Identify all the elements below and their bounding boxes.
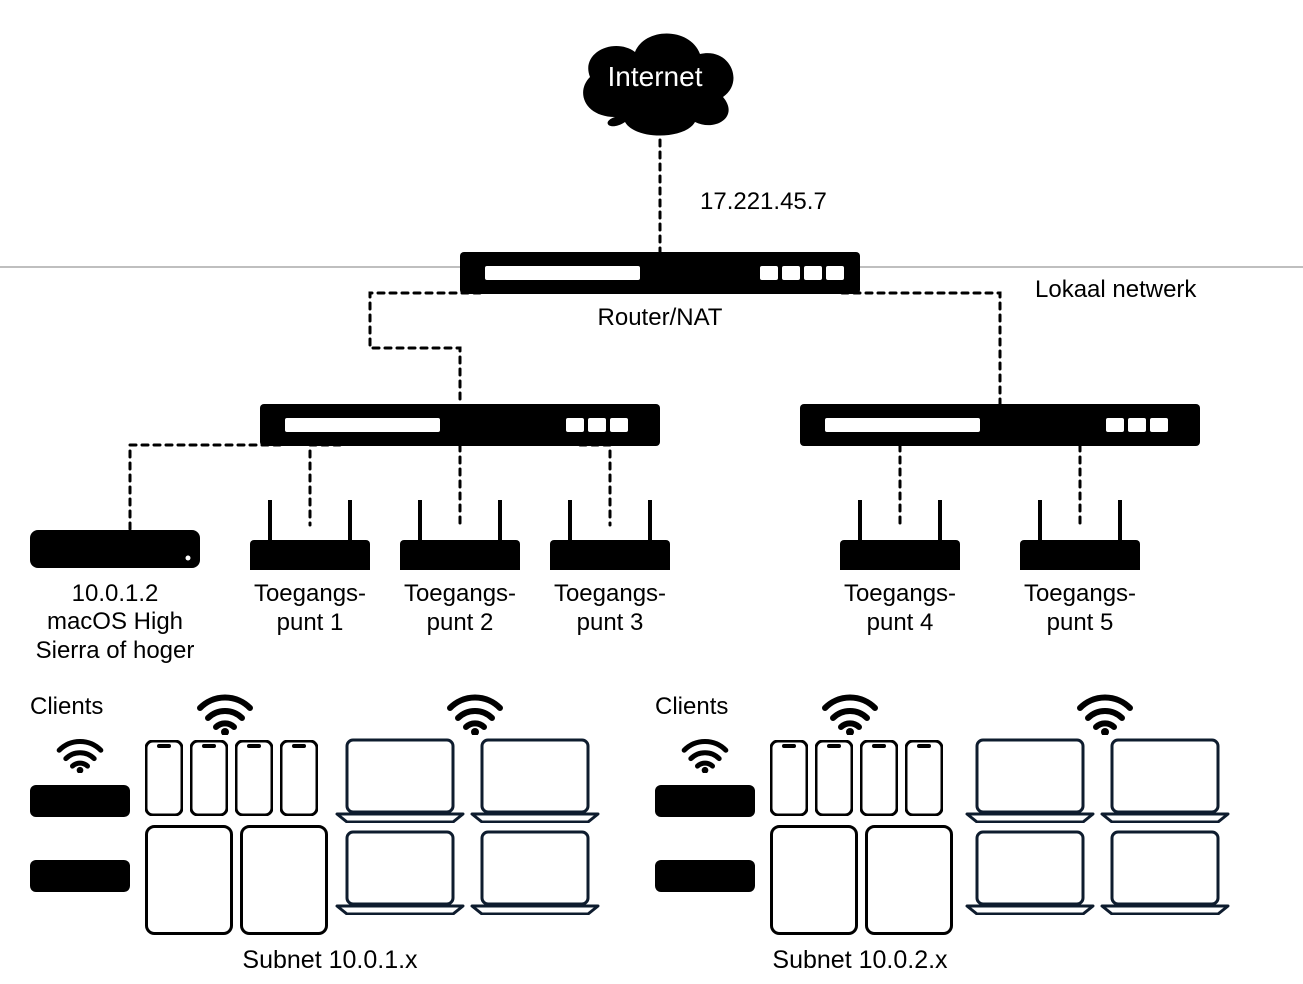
- ap5-label: Toegangs- punt 5: [1020, 580, 1140, 638]
- server-icon: [30, 530, 200, 568]
- clients-right-label: Clients: [655, 693, 775, 722]
- subnet-left-label: Subnet 10.0.1.x: [190, 945, 470, 975]
- laptop-icon: [965, 830, 1095, 915]
- phone-icon: [145, 740, 183, 816]
- access-point-5-icon: [1020, 500, 1140, 570]
- laptop-icon: [470, 830, 600, 915]
- tablet-icon: [770, 825, 858, 935]
- ap2-label: Toegangs- punt 2: [400, 580, 520, 638]
- phone-icon: [815, 740, 853, 816]
- ap4-label: Toegangs- punt 4: [840, 580, 960, 638]
- access-point-2-icon: [400, 500, 520, 570]
- phone-icon: [770, 740, 808, 816]
- phone-icon: [280, 740, 318, 816]
- laptop-icon: [335, 738, 465, 823]
- laptop-icon: [1100, 738, 1230, 823]
- phone-icon: [235, 740, 273, 816]
- network-diagram-canvas: Internet 17.221.45.7 Lokaal netwerk: [0, 0, 1303, 984]
- laptop-icon: [335, 830, 465, 915]
- appletv-icon: [30, 860, 130, 892]
- ap3-label: Toegangs- punt 3: [550, 580, 670, 638]
- access-point-1-icon: [250, 500, 370, 570]
- switch-left-icon: [260, 404, 660, 446]
- wifi-icon: [1075, 690, 1135, 735]
- server-os-label: macOS High Sierra of hoger: [15, 608, 215, 666]
- tablet-icon: [865, 825, 953, 935]
- access-point-4-icon: [840, 500, 960, 570]
- appletv-icon: [30, 785, 130, 817]
- phone-icon: [905, 740, 943, 816]
- appletv-icon: [655, 785, 755, 817]
- clients-left-label: Clients: [30, 693, 150, 722]
- wifi-icon: [445, 690, 505, 735]
- wifi-icon: [195, 690, 255, 735]
- internet-label: Internet: [565, 60, 745, 94]
- server-ip-label: 10.0.1.2: [15, 580, 215, 609]
- wifi-icon: [55, 735, 105, 773]
- wifi-icon: [680, 735, 730, 773]
- ap1-label: Toegangs- punt 1: [250, 580, 370, 638]
- router-label: Router/NAT: [460, 304, 860, 333]
- switch-right-icon: [800, 404, 1200, 446]
- phone-icon: [190, 740, 228, 816]
- laptop-icon: [965, 738, 1095, 823]
- tablet-icon: [240, 825, 328, 935]
- tablet-icon: [145, 825, 233, 935]
- laptop-icon: [470, 738, 600, 823]
- wifi-icon: [820, 690, 880, 735]
- wan-ip-label: 17.221.45.7: [700, 188, 827, 217]
- access-point-3-icon: [550, 500, 670, 570]
- appletv-icon: [655, 860, 755, 892]
- laptop-icon: [1100, 830, 1230, 915]
- router-icon: [460, 252, 860, 294]
- lan-caption-label: Lokaal netwerk: [1035, 276, 1196, 305]
- subnet-right-label: Subnet 10.0.2.x: [720, 945, 1000, 975]
- phone-icon: [860, 740, 898, 816]
